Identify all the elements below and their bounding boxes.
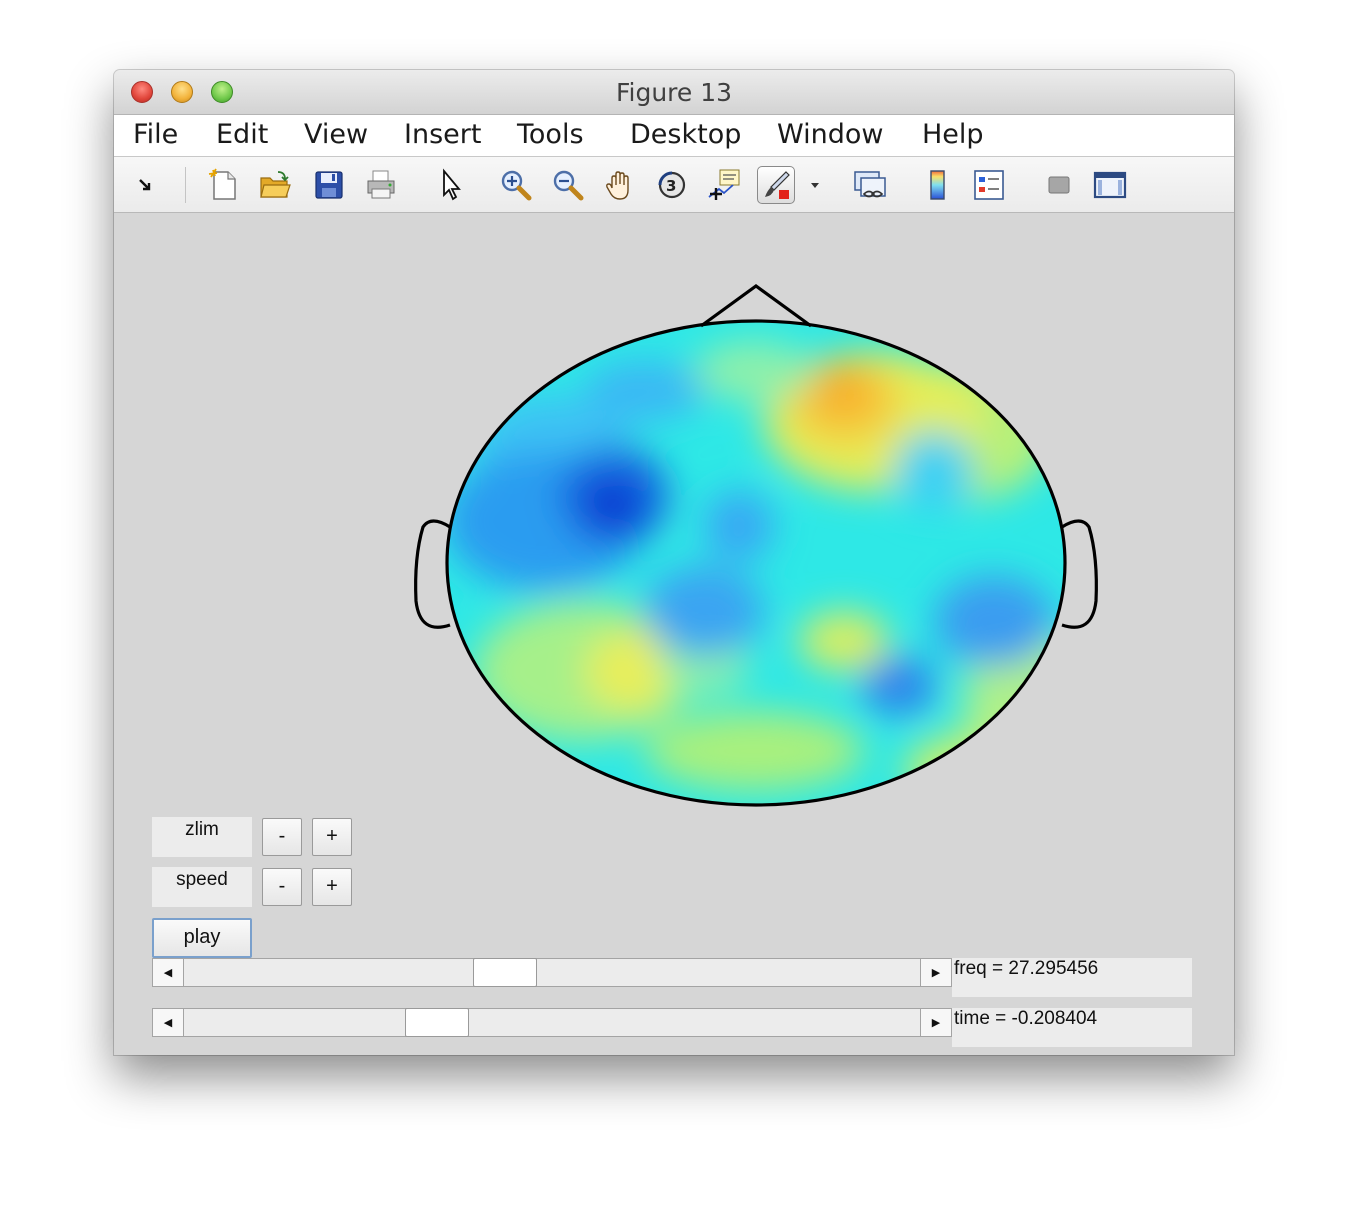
menu-bar: File Edit View Insert Tools Desktop Wind… bbox=[114, 115, 1234, 157]
zlim-plus-button[interactable]: + bbox=[312, 818, 352, 856]
new-figure-icon[interactable] bbox=[205, 166, 243, 204]
save-icon[interactable] bbox=[310, 166, 348, 204]
zlim-label: zlim bbox=[152, 817, 252, 857]
menu-help[interactable]: Help bbox=[922, 119, 984, 150]
time-value-label: time = -0.208404 bbox=[952, 1008, 1192, 1047]
speed-label: speed bbox=[152, 867, 252, 907]
time-slider-thumb[interactable] bbox=[405, 1008, 470, 1037]
rotate-3d-icon[interactable]: 3 bbox=[653, 166, 691, 204]
zoom-in-icon[interactable] bbox=[497, 166, 535, 204]
link-plot-icon[interactable] bbox=[851, 166, 889, 204]
menu-view[interactable]: View bbox=[304, 119, 369, 150]
head-outline bbox=[414, 284, 1098, 807]
time-slider[interactable]: ◀ ▶ bbox=[152, 1008, 952, 1037]
freq-slider-left-arrow-icon[interactable]: ◀ bbox=[153, 959, 184, 986]
colorbar-icon[interactable] bbox=[919, 166, 957, 204]
menu-file[interactable]: File bbox=[133, 119, 179, 150]
svg-text:3: 3 bbox=[666, 177, 676, 195]
data-cursor-icon[interactable] bbox=[705, 166, 743, 204]
time-slider-left-arrow-icon[interactable]: ◀ bbox=[153, 1009, 184, 1036]
menu-tools[interactable]: Tools bbox=[517, 119, 584, 150]
brush-icon[interactable] bbox=[757, 166, 795, 204]
minimize-window-button[interactable] bbox=[171, 81, 193, 103]
open-file-icon[interactable] bbox=[256, 166, 294, 204]
menu-edit[interactable]: Edit bbox=[216, 119, 269, 150]
toolbar-separator bbox=[185, 167, 186, 203]
close-window-button[interactable] bbox=[131, 81, 153, 103]
print-icon[interactable] bbox=[362, 166, 400, 204]
zlim-minus-button[interactable]: - bbox=[262, 818, 302, 856]
dock-arrow-icon[interactable] bbox=[127, 166, 165, 204]
brush-dropdown-icon[interactable] bbox=[802, 166, 828, 204]
menu-window[interactable]: Window bbox=[777, 119, 884, 150]
freq-slider-right-arrow-icon[interactable]: ▶ bbox=[920, 959, 951, 986]
zoom-out-icon[interactable] bbox=[549, 166, 587, 204]
hide-plot-tools-icon[interactable] bbox=[1040, 166, 1078, 204]
play-button[interactable]: play bbox=[152, 918, 252, 958]
show-plot-tools-icon[interactable] bbox=[1091, 166, 1129, 204]
time-slider-right-arrow-icon[interactable]: ▶ bbox=[920, 1009, 951, 1036]
zoom-window-button[interactable] bbox=[211, 81, 233, 103]
speed-plus-button[interactable]: + bbox=[312, 868, 352, 906]
edit-plot-pointer-icon[interactable] bbox=[431, 166, 469, 204]
freq-slider-thumb[interactable] bbox=[472, 958, 537, 987]
pan-hand-icon[interactable] bbox=[601, 166, 639, 204]
figure-toolbar: 3 bbox=[114, 157, 1234, 213]
menu-desktop[interactable]: Desktop bbox=[630, 119, 742, 150]
menu-insert[interactable]: Insert bbox=[404, 119, 482, 150]
topoplot-map bbox=[447, 321, 1065, 805]
freq-slider[interactable]: ◀ ▶ bbox=[152, 958, 952, 987]
speed-minus-button[interactable]: - bbox=[262, 868, 302, 906]
figure-canvas[interactable]: zlim - + speed - + play ◀ ▶ freq = 27.29… bbox=[114, 213, 1234, 1055]
title-bar[interactable]: Figure 13 bbox=[114, 70, 1234, 115]
figure-window: Figure 13 File Edit View Insert Tools De… bbox=[114, 70, 1234, 1055]
topoplot bbox=[414, 284, 1098, 807]
legend-icon[interactable] bbox=[970, 166, 1008, 204]
freq-value-label: freq = 27.295456 bbox=[952, 958, 1192, 997]
window-title: Figure 13 bbox=[615, 78, 733, 107]
